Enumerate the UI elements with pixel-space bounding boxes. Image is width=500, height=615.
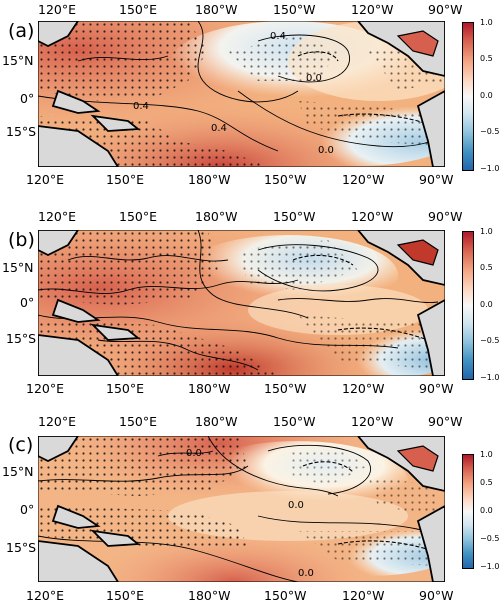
colorbar-tick: 1.0 (480, 227, 493, 236)
colorbar (462, 231, 474, 380)
panel-label: (a) (8, 20, 35, 42)
panel-label: (c) (8, 434, 34, 456)
lon-label: 150°W (264, 172, 307, 187)
map-panel-c: 0.0 0.0 0.0 (38, 436, 445, 582)
lon-label: 90°W (419, 381, 454, 396)
colorbar-tick: 0.5 (480, 263, 493, 272)
lat-label: 15°S (6, 124, 37, 139)
contour-label: 0.0 (288, 500, 304, 511)
lon-label: 90°W (428, 2, 463, 17)
colorbar-tick: −1.0 (480, 562, 500, 571)
lon-label: 180°W (188, 172, 231, 187)
colorbar-tick: −0.5 (480, 534, 500, 543)
colorbar-tick: 0.5 (480, 54, 493, 63)
lon-label: 120°E (38, 414, 77, 429)
contour-label: 0.0 (298, 568, 314, 579)
colorbar-tick: −1.0 (480, 373, 500, 382)
lon-label: 150°E (106, 588, 145, 603)
lon-label: 150°E (119, 209, 158, 224)
panel-b: (b) 120°E 150°E 180°W 150°W 120°W 90°W 1… (0, 207, 500, 410)
contour-label: 0.0 (186, 448, 202, 459)
lon-label: 90°W (428, 414, 463, 429)
lon-label: 150°W (264, 588, 307, 603)
lon-label: 150°E (106, 381, 145, 396)
lon-label: 120°E (26, 381, 65, 396)
lon-label: 90°W (419, 172, 454, 187)
lon-label: 120°E (38, 209, 77, 224)
lon-label: 120°W (342, 381, 385, 396)
lon-label: 150°W (264, 381, 307, 396)
lon-label: 180°W (188, 381, 231, 396)
lat-label: 15°N (2, 464, 34, 479)
colorbar-tick: 1.0 (480, 450, 493, 459)
lon-label: 180°W (195, 414, 238, 429)
colorbar (462, 454, 474, 569)
colorbar-tick: −0.5 (480, 336, 500, 345)
lat-label: 0° (20, 295, 35, 310)
lon-label: 120°W (342, 588, 385, 603)
lon-label: 150°W (273, 209, 316, 224)
map-panel-a: 0.4 0.4 0.4 0.0 0.0 (38, 21, 445, 167)
lon-label: 120°W (351, 2, 394, 17)
panel-a: (a) 120°E 150°E 180°W 150°W 120°W 90°W 1… (0, 0, 500, 203)
contour-label: 0.0 (306, 73, 322, 84)
lon-label: 180°W (195, 209, 238, 224)
lat-label: 15°N (2, 260, 34, 275)
colorbar (462, 22, 474, 171)
lon-label: 180°W (195, 2, 238, 17)
lon-label: 120°E (26, 172, 65, 187)
lon-label: 180°W (188, 588, 231, 603)
lon-label: 150°E (119, 2, 158, 17)
contour-label: 0.4 (270, 31, 286, 42)
colorbar-tick: 1.0 (480, 18, 493, 27)
contour-label: 0.4 (133, 101, 149, 112)
lon-label: 150°E (119, 414, 158, 429)
colorbar-tick: −0.5 (480, 127, 500, 136)
colorbar-tick: 0.0 (480, 91, 493, 100)
colorbar-tick: 0.0 (480, 506, 493, 515)
lon-label: 120°W (351, 209, 394, 224)
colorbar-tick: −1.0 (480, 164, 500, 173)
lon-label: 90°W (419, 588, 454, 603)
colorbar-tick: 0.5 (480, 478, 493, 487)
panel-c: (c) 120°E 150°E 180°W 150°W 120°W 90°W 1… (0, 412, 500, 615)
lat-label: 15°S (6, 331, 37, 346)
lon-label: 120°W (351, 414, 394, 429)
lat-label: 0° (20, 502, 35, 517)
lat-label: 0° (20, 91, 35, 106)
map-panel-b (38, 230, 445, 376)
lon-label: 90°W (428, 209, 463, 224)
lat-label: 15°S (6, 540, 37, 555)
lon-label: 150°W (273, 2, 316, 17)
lon-label: 150°W (273, 414, 316, 429)
lon-label: 120°E (38, 2, 77, 17)
lon-label: 150°E (106, 172, 145, 187)
lon-label: 120°E (26, 588, 65, 603)
lat-label: 15°N (2, 53, 34, 68)
lon-label: 120°W (342, 172, 385, 187)
contour-label: 0.0 (318, 145, 334, 156)
contour-label: 0.4 (211, 123, 227, 134)
colorbar-tick: 0.0 (480, 300, 493, 309)
panel-label: (b) (8, 229, 35, 251)
